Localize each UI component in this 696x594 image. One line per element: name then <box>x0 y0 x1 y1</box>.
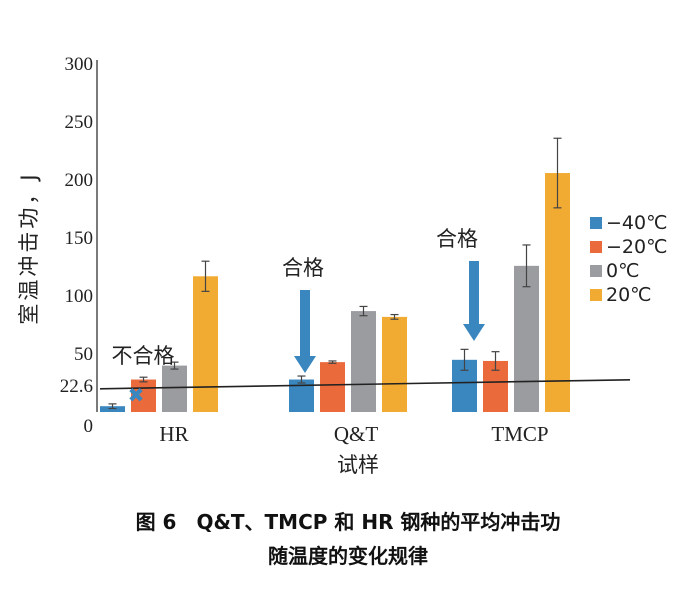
legend-swatch <box>590 217 602 229</box>
error-bar <box>522 244 531 288</box>
bar <box>351 311 376 412</box>
fail-mark-icon: ✖ <box>128 383 145 407</box>
legend: −40℃−20℃0℃20℃ <box>590 212 667 306</box>
threshold-line <box>99 378 631 390</box>
error-bar <box>328 360 337 364</box>
figure-caption-line2: 随温度的变化规律 <box>268 544 428 568</box>
down-arrow-icon <box>463 261 485 341</box>
y-tick-label: 150 <box>65 228 94 249</box>
error-bar <box>201 260 210 292</box>
error-bar <box>297 375 306 384</box>
bar <box>545 173 570 412</box>
x-category-label: Q&T <box>334 422 379 446</box>
legend-swatch <box>590 289 602 301</box>
bar <box>289 379 314 412</box>
error-bar <box>170 361 179 370</box>
legend-swatch <box>590 265 602 277</box>
bar <box>514 265 539 412</box>
annotation-label: 合格 <box>282 256 324 280</box>
y-tick-label: 22.6 <box>60 376 93 397</box>
y-tick-label: 300 <box>65 54 94 75</box>
y-tick-label: 0 <box>84 416 94 437</box>
error-bar <box>491 351 500 371</box>
error-bar <box>460 348 469 371</box>
bar <box>193 276 218 412</box>
y-axis: 300 250 200 150 100 50 22.6 0 <box>60 54 98 437</box>
bar <box>320 362 345 412</box>
x-axis-label: 试样 <box>337 453 379 477</box>
y-tick-label: 250 <box>65 112 94 133</box>
bar <box>131 379 156 412</box>
y-tick-label: 200 <box>65 170 94 191</box>
bar <box>382 316 407 412</box>
figure-caption-line1: 图 6 Q&T、TMCP 和 HR 钢种的平均冲击功 <box>135 510 561 534</box>
legend-label: 0℃ <box>606 260 639 282</box>
annotation-label: 合格 <box>436 227 478 251</box>
error-bar <box>390 313 399 320</box>
legend-label: −40℃ <box>606 212 667 234</box>
error-bar <box>108 403 117 410</box>
y-tick-label: 100 <box>65 286 94 307</box>
bar <box>162 365 187 412</box>
bars <box>100 173 570 412</box>
x-category-label: TMCP <box>491 422 548 446</box>
legend-label: −20℃ <box>606 236 667 258</box>
down-arrow-icon <box>294 290 316 373</box>
x-category-label: HR <box>159 422 188 446</box>
error-bar <box>359 305 368 317</box>
y-tick-label: 50 <box>74 344 93 365</box>
legend-label: 20℃ <box>606 284 652 306</box>
error-bar <box>553 137 562 209</box>
legend-swatch <box>590 241 602 253</box>
y-axis-label: 室温冲击功，J <box>17 171 41 324</box>
error-bars <box>108 137 562 410</box>
error-bar <box>139 376 148 383</box>
x-categories: HR Q&T TMCP <box>159 422 548 446</box>
annotation-label: 不合格 <box>112 344 175 368</box>
